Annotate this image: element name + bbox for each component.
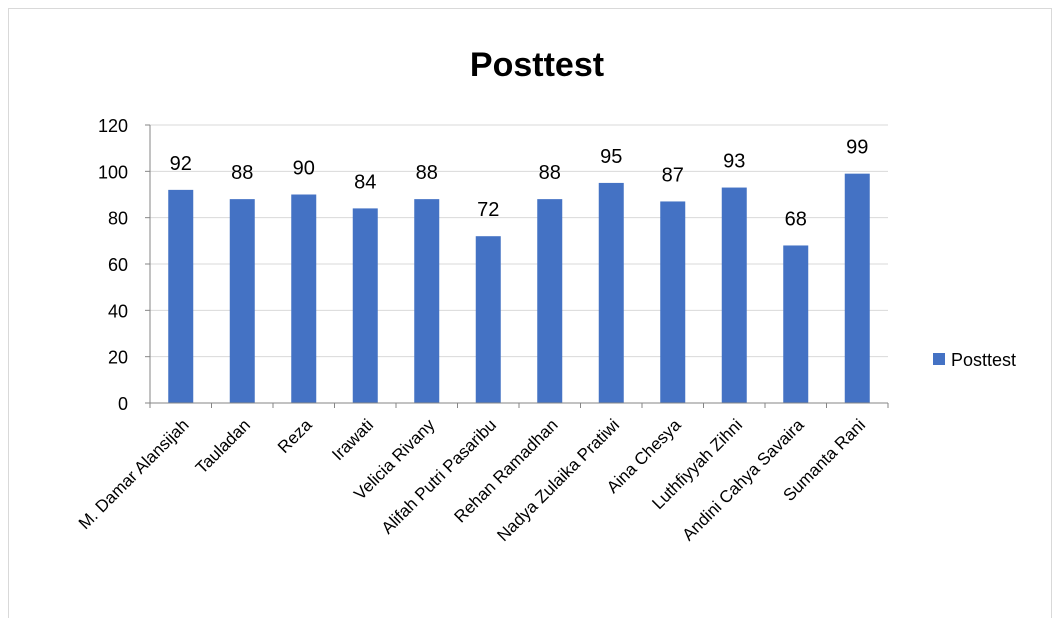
bar (783, 245, 809, 403)
bar (229, 199, 255, 403)
x-tick-label: Tauladan (192, 415, 254, 477)
x-tick-label: Alifah Putri Pasaribu (378, 415, 500, 537)
gridlines (150, 124, 888, 358)
y-tick-label: 60 (108, 255, 128, 275)
bar (475, 236, 501, 403)
chart-title: Posttest (470, 46, 604, 84)
bar (537, 199, 563, 403)
data-label: 90 (293, 158, 315, 180)
bar (414, 199, 440, 403)
legend-label: Posttest (951, 350, 1016, 370)
bar (598, 182, 624, 403)
x-axis: M. Damar Alansijah Tauladan Reza IrawatiVel… (75, 402, 889, 545)
bar (291, 194, 317, 403)
data-label: 88 (231, 162, 253, 184)
data-label: 84 (354, 171, 376, 193)
bar (168, 189, 194, 403)
x-tick-label: Rehan Ramadhan (451, 415, 562, 526)
x-tick-label: Nadya Zulaika Pratiwi (493, 415, 623, 545)
x-tick-label: Reza (274, 415, 316, 457)
data-label: 92 (170, 153, 192, 175)
legend: Posttest (933, 350, 1016, 370)
data-label: 95 (600, 146, 622, 168)
x-tick-label: Andini Cahya Savaira (679, 415, 808, 544)
x-tick-label: M. Damar Alansijah (75, 415, 193, 533)
y-tick-label: 120 (98, 116, 128, 136)
y-tick-label: 20 (108, 348, 128, 368)
data-label: 68 (785, 208, 807, 230)
bar (721, 187, 747, 403)
legend-swatch (933, 353, 945, 365)
bar (660, 201, 686, 403)
bars: 92 88 90 84 88 72 88 95 87 93 68 99 (168, 137, 870, 403)
data-label: 87 (662, 164, 684, 186)
y-axis: 0 20 40 60 80 100 120 (98, 116, 151, 414)
y-tick-label: 40 (108, 301, 128, 321)
x-tick-label: Irawati (328, 415, 377, 464)
bar (844, 173, 870, 403)
y-tick-label: 100 (98, 162, 128, 182)
data-label: 93 (723, 151, 745, 173)
bar (352, 208, 378, 403)
data-label: 99 (846, 137, 868, 159)
data-label: 88 (416, 162, 438, 184)
y-tick-label: 0 (118, 394, 128, 414)
data-label: 88 (539, 162, 561, 184)
data-label: 72 (477, 199, 499, 221)
y-tick-label: 80 (108, 209, 128, 229)
